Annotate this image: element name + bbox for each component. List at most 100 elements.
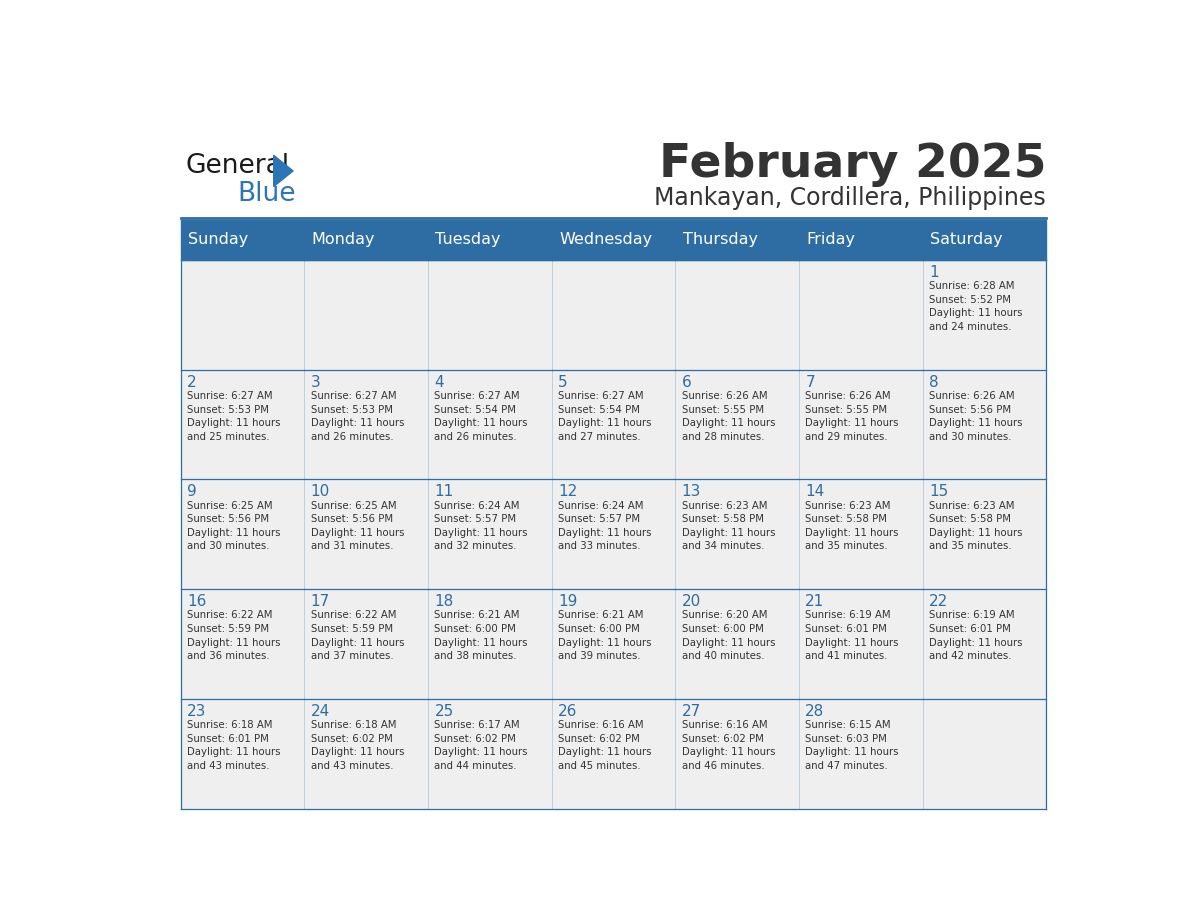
Bar: [551, 699, 675, 809]
Bar: [923, 219, 1047, 260]
Text: Sunrise: 6:22 AM
Sunset: 5:59 PM
Daylight: 11 hours
and 37 minutes.: Sunrise: 6:22 AM Sunset: 5:59 PM Dayligh…: [311, 610, 404, 661]
Text: 12: 12: [558, 485, 577, 499]
Text: Sunrise: 6:17 AM
Sunset: 6:02 PM
Daylight: 11 hours
and 44 minutes.: Sunrise: 6:17 AM Sunset: 6:02 PM Dayligh…: [435, 720, 527, 771]
Bar: [428, 589, 551, 699]
Bar: [551, 589, 675, 699]
Text: 21: 21: [805, 594, 824, 609]
Bar: [798, 699, 923, 809]
Text: 26: 26: [558, 704, 577, 719]
Bar: [923, 260, 1047, 370]
Text: Sunrise: 6:24 AM
Sunset: 5:57 PM
Daylight: 11 hours
and 33 minutes.: Sunrise: 6:24 AM Sunset: 5:57 PM Dayligh…: [558, 500, 651, 552]
Text: Sunrise: 6:26 AM
Sunset: 5:55 PM
Daylight: 11 hours
and 28 minutes.: Sunrise: 6:26 AM Sunset: 5:55 PM Dayligh…: [682, 391, 776, 442]
Bar: [304, 219, 428, 260]
Text: 19: 19: [558, 594, 577, 609]
Bar: [428, 370, 551, 479]
Text: 7: 7: [805, 375, 815, 389]
Text: Sunrise: 6:26 AM
Sunset: 5:56 PM
Daylight: 11 hours
and 30 minutes.: Sunrise: 6:26 AM Sunset: 5:56 PM Dayligh…: [929, 391, 1023, 442]
Text: 11: 11: [435, 485, 454, 499]
Text: 8: 8: [929, 375, 939, 389]
Bar: [798, 260, 923, 370]
Bar: [304, 370, 428, 479]
Bar: [923, 589, 1047, 699]
Bar: [923, 370, 1047, 479]
Bar: [551, 370, 675, 479]
Text: Sunrise: 6:16 AM
Sunset: 6:02 PM
Daylight: 11 hours
and 46 minutes.: Sunrise: 6:16 AM Sunset: 6:02 PM Dayligh…: [682, 720, 776, 771]
Text: 18: 18: [435, 594, 454, 609]
Text: Sunrise: 6:23 AM
Sunset: 5:58 PM
Daylight: 11 hours
and 35 minutes.: Sunrise: 6:23 AM Sunset: 5:58 PM Dayligh…: [805, 500, 899, 552]
Bar: [428, 479, 551, 589]
Text: Wednesday: Wednesday: [560, 232, 652, 247]
Text: Sunrise: 6:26 AM
Sunset: 5:55 PM
Daylight: 11 hours
and 29 minutes.: Sunrise: 6:26 AM Sunset: 5:55 PM Dayligh…: [805, 391, 899, 442]
Text: 2: 2: [188, 375, 197, 389]
Text: 5: 5: [558, 375, 568, 389]
Bar: [428, 219, 551, 260]
Bar: [798, 589, 923, 699]
Text: Sunrise: 6:28 AM
Sunset: 5:52 PM
Daylight: 11 hours
and 24 minutes.: Sunrise: 6:28 AM Sunset: 5:52 PM Dayligh…: [929, 281, 1023, 332]
Bar: [923, 699, 1047, 809]
Text: 15: 15: [929, 485, 948, 499]
Text: Sunrise: 6:25 AM
Sunset: 5:56 PM
Daylight: 11 hours
and 30 minutes.: Sunrise: 6:25 AM Sunset: 5:56 PM Dayligh…: [188, 500, 280, 552]
Text: Sunrise: 6:25 AM
Sunset: 5:56 PM
Daylight: 11 hours
and 31 minutes.: Sunrise: 6:25 AM Sunset: 5:56 PM Dayligh…: [311, 500, 404, 552]
Bar: [551, 260, 675, 370]
Text: Sunrise: 6:27 AM
Sunset: 5:54 PM
Daylight: 11 hours
and 27 minutes.: Sunrise: 6:27 AM Sunset: 5:54 PM Dayligh…: [558, 391, 651, 442]
Text: 20: 20: [682, 594, 701, 609]
Text: 24: 24: [311, 704, 330, 719]
Text: 16: 16: [188, 594, 207, 609]
Text: Sunrise: 6:22 AM
Sunset: 5:59 PM
Daylight: 11 hours
and 36 minutes.: Sunrise: 6:22 AM Sunset: 5:59 PM Dayligh…: [188, 610, 280, 661]
Text: 6: 6: [682, 375, 691, 389]
Text: General: General: [185, 152, 290, 179]
Bar: [675, 370, 798, 479]
Text: 3: 3: [311, 375, 321, 389]
Bar: [675, 260, 798, 370]
Text: Sunrise: 6:21 AM
Sunset: 6:00 PM
Daylight: 11 hours
and 38 minutes.: Sunrise: 6:21 AM Sunset: 6:00 PM Dayligh…: [435, 610, 527, 661]
Bar: [181, 370, 304, 479]
Text: Sunrise: 6:18 AM
Sunset: 6:01 PM
Daylight: 11 hours
and 43 minutes.: Sunrise: 6:18 AM Sunset: 6:01 PM Dayligh…: [188, 720, 280, 771]
Text: Friday: Friday: [807, 232, 855, 247]
Bar: [675, 219, 798, 260]
Text: Sunrise: 6:15 AM
Sunset: 6:03 PM
Daylight: 11 hours
and 47 minutes.: Sunrise: 6:15 AM Sunset: 6:03 PM Dayligh…: [805, 720, 899, 771]
Text: Sunrise: 6:20 AM
Sunset: 6:00 PM
Daylight: 11 hours
and 40 minutes.: Sunrise: 6:20 AM Sunset: 6:00 PM Dayligh…: [682, 610, 776, 661]
Text: 1: 1: [929, 265, 939, 280]
Text: Sunday: Sunday: [188, 232, 248, 247]
Text: Saturday: Saturday: [930, 232, 1003, 247]
Text: Sunrise: 6:27 AM
Sunset: 5:53 PM
Daylight: 11 hours
and 26 minutes.: Sunrise: 6:27 AM Sunset: 5:53 PM Dayligh…: [311, 391, 404, 442]
Text: Blue: Blue: [238, 181, 296, 207]
Text: Sunrise: 6:19 AM
Sunset: 6:01 PM
Daylight: 11 hours
and 42 minutes.: Sunrise: 6:19 AM Sunset: 6:01 PM Dayligh…: [929, 610, 1023, 661]
Bar: [551, 479, 675, 589]
Bar: [428, 260, 551, 370]
Text: 13: 13: [682, 485, 701, 499]
Bar: [181, 479, 304, 589]
Text: February 2025: February 2025: [658, 142, 1047, 187]
Text: Monday: Monday: [311, 232, 375, 247]
Polygon shape: [273, 155, 293, 186]
Text: Sunrise: 6:27 AM
Sunset: 5:54 PM
Daylight: 11 hours
and 26 minutes.: Sunrise: 6:27 AM Sunset: 5:54 PM Dayligh…: [435, 391, 527, 442]
Text: Sunrise: 6:18 AM
Sunset: 6:02 PM
Daylight: 11 hours
and 43 minutes.: Sunrise: 6:18 AM Sunset: 6:02 PM Dayligh…: [311, 720, 404, 771]
Text: 23: 23: [188, 704, 207, 719]
Bar: [675, 699, 798, 809]
Bar: [675, 479, 798, 589]
Text: Thursday: Thursday: [683, 232, 758, 247]
Bar: [181, 699, 304, 809]
Bar: [551, 219, 675, 260]
Text: Sunrise: 6:21 AM
Sunset: 6:00 PM
Daylight: 11 hours
and 39 minutes.: Sunrise: 6:21 AM Sunset: 6:00 PM Dayligh…: [558, 610, 651, 661]
Bar: [675, 589, 798, 699]
Text: 4: 4: [435, 375, 444, 389]
Bar: [181, 219, 304, 260]
Text: 28: 28: [805, 704, 824, 719]
Bar: [304, 589, 428, 699]
Text: 22: 22: [929, 594, 948, 609]
Bar: [798, 370, 923, 479]
Bar: [181, 260, 304, 370]
Bar: [304, 260, 428, 370]
Text: 10: 10: [311, 485, 330, 499]
Text: Sunrise: 6:23 AM
Sunset: 5:58 PM
Daylight: 11 hours
and 34 minutes.: Sunrise: 6:23 AM Sunset: 5:58 PM Dayligh…: [682, 500, 776, 552]
Bar: [428, 699, 551, 809]
Text: 17: 17: [311, 594, 330, 609]
Bar: [798, 479, 923, 589]
Text: 27: 27: [682, 704, 701, 719]
Text: 25: 25: [435, 704, 454, 719]
Bar: [798, 219, 923, 260]
Text: 9: 9: [188, 485, 197, 499]
Text: Mankayan, Cordillera, Philippines: Mankayan, Cordillera, Philippines: [655, 185, 1047, 210]
Text: Sunrise: 6:27 AM
Sunset: 5:53 PM
Daylight: 11 hours
and 25 minutes.: Sunrise: 6:27 AM Sunset: 5:53 PM Dayligh…: [188, 391, 280, 442]
